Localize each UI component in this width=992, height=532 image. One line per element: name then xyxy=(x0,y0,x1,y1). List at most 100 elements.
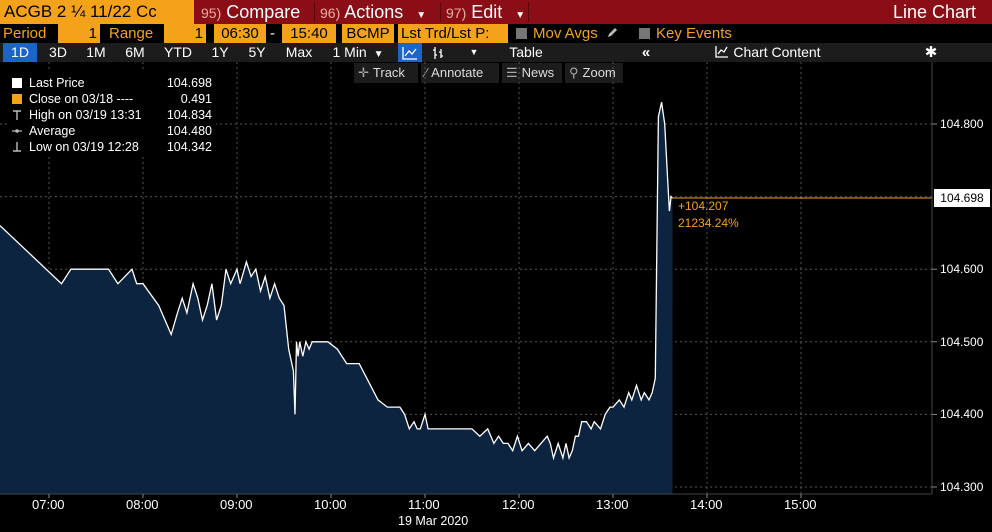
price-area-fill xyxy=(0,102,673,494)
white-square-icon xyxy=(12,78,22,88)
period-button-1d[interactable]: 1D xyxy=(3,43,37,62)
last-price-tag: 104.698 xyxy=(934,189,990,207)
time-separator: - xyxy=(270,25,275,42)
net-change-annotation: +104.207 xyxy=(678,199,729,213)
interval-label: 1 Min xyxy=(332,44,367,60)
period-button-1m[interactable]: 1M xyxy=(86,44,106,60)
legend-row-last-price[interactable]: Last Price 104.698 xyxy=(8,75,216,91)
compare-menu[interactable]: 95) Compare xyxy=(201,0,300,24)
period-label: Period xyxy=(3,25,47,42)
collapse-chevron-icon[interactable]: « xyxy=(641,44,651,61)
news-label: News xyxy=(521,65,555,80)
legend-value: 104.342 xyxy=(166,140,212,154)
table-button[interactable]: Table xyxy=(509,44,543,60)
pencil-icon xyxy=(607,28,617,37)
period-button-1y[interactable]: 1Y xyxy=(211,44,229,60)
checkbox-icon xyxy=(639,28,650,39)
legend-row-low[interactable]: Low on 03/19 12:28 104.342 xyxy=(8,139,216,155)
menu-divider xyxy=(440,2,441,22)
price-line xyxy=(0,102,673,461)
legend-label: High on 03/19 13:31 xyxy=(29,108,142,122)
chevron-down-icon: ▼ xyxy=(373,49,384,60)
menu-divider xyxy=(528,2,529,22)
zoom-tool[interactable]: ⚲ Zoom xyxy=(565,63,623,83)
x-tick-label: 10:00 xyxy=(314,497,347,512)
legend-value: 104.834 xyxy=(166,108,212,122)
bar-chart-type-button[interactable] xyxy=(426,43,450,62)
legend-label: Close on 03/18 ---- xyxy=(29,92,134,106)
x-tick-label: 07:00 xyxy=(32,497,65,512)
track-label: Track xyxy=(372,65,405,80)
period-button-max[interactable]: Max xyxy=(285,44,313,60)
range-field[interactable]: 1 xyxy=(164,24,206,43)
key-events-label: Key Events xyxy=(656,25,732,42)
start-time-field[interactable]: 06:30 xyxy=(214,24,266,43)
x-tick-label: 13:00 xyxy=(596,497,629,512)
legend-label: Low on 03/19 12:28 xyxy=(29,140,139,154)
x-tick-label: 11:00 xyxy=(408,497,440,512)
period-button-5y[interactable]: 5Y xyxy=(248,44,266,60)
actions-menu-number: 96) xyxy=(320,5,341,21)
period-field[interactable]: 1 xyxy=(58,24,100,43)
x-tick-label: 12:00 xyxy=(502,497,535,512)
chart-legend: Last Price 104.698 Close on 03/18 ---- 0… xyxy=(8,72,216,156)
chevron-down-icon: ▼ xyxy=(469,47,479,57)
chevron-down-icon: ▼ xyxy=(515,10,526,21)
mov-avgs-toggle[interactable]: Mov Avgs xyxy=(516,24,618,43)
mov-avgs-label: Mov Avgs xyxy=(533,25,598,42)
function-title: Line Chart xyxy=(892,2,976,22)
average-marker-icon xyxy=(12,129,22,133)
x-tick-label: 15:00 xyxy=(784,497,817,512)
y-tick-label: 104.400 xyxy=(940,407,984,422)
edit-menu-label: Edit xyxy=(471,2,503,22)
news-icon: ☰ xyxy=(506,65,518,80)
zoom-icon: ⚲ xyxy=(569,65,579,80)
period-button-ytd[interactable]: YTD xyxy=(164,44,192,60)
crosshair-icon: ✛ xyxy=(358,65,369,80)
interval-dropdown[interactable]: 1 Min ▼ xyxy=(325,43,391,62)
price-field-selector[interactable]: Lst Trd/Lst P: xyxy=(398,24,508,43)
track-tool[interactable]: ✛ Track xyxy=(354,63,418,83)
legend-row-high[interactable]: High on 03/19 13:31 104.834 xyxy=(8,107,216,123)
y-tick-label: 104.500 xyxy=(940,334,984,349)
compare-menu-number: 95) xyxy=(201,5,222,21)
y-tick-label: 104.300 xyxy=(940,480,984,494)
gear-icon[interactable]: ✱ xyxy=(924,44,938,61)
low-marker-icon xyxy=(13,142,21,152)
legend-value: 104.480 xyxy=(166,124,212,138)
pct-change-annotation: 21234.24% xyxy=(678,216,739,230)
news-tool[interactable]: ☰ News xyxy=(502,63,562,83)
chart-content-icon xyxy=(715,46,729,58)
edit-menu-number: 97) xyxy=(446,5,467,21)
period-toolbar: 1D 3D 1M 6M YTD 1Y 5Y Max 1 Min ▼ ▼ Tabl… xyxy=(0,43,992,62)
menu-divider xyxy=(314,2,315,22)
chart-content-button[interactable]: Chart Content xyxy=(706,43,830,62)
x-tick-label: 08:00 xyxy=(126,497,159,512)
annotate-tool[interactable]: ∕ Annotate xyxy=(421,63,499,83)
chevron-down-icon: ▼ xyxy=(416,10,427,21)
legend-value: 104.698 xyxy=(166,76,212,90)
security-ticker[interactable]: ACGB 2 ¼ 11/22 Cc xyxy=(0,0,194,24)
period-button-3d[interactable]: 3D xyxy=(49,44,67,60)
line-chart-icon xyxy=(402,47,417,60)
checkbox-icon xyxy=(516,28,527,39)
chart-content-label: Chart Content xyxy=(733,44,821,60)
actions-menu-label: Actions xyxy=(344,2,404,22)
legend-row-close[interactable]: Close on 03/18 ---- 0.491 xyxy=(8,91,216,107)
source-field[interactable]: BCMP xyxy=(342,24,394,43)
key-events-toggle[interactable]: Key Events xyxy=(639,24,732,43)
edit-menu[interactable]: 97) Edit ▼ xyxy=(446,0,525,24)
actions-menu[interactable]: 96) Actions ▼ xyxy=(320,0,426,24)
legend-row-average[interactable]: Average 104.480 xyxy=(8,123,216,139)
zoom-label: Zoom xyxy=(582,65,616,80)
chart-type-dropdown[interactable]: ▼ xyxy=(460,43,488,62)
legend-label: Average xyxy=(29,124,76,138)
period-button-6m[interactable]: 6M xyxy=(125,44,145,60)
line-chart-type-button[interactable] xyxy=(398,43,422,62)
y-tick-label: 104.600 xyxy=(940,262,984,277)
x-tick-label: 09:00 xyxy=(220,497,253,512)
chart-date-label: 19 Mar 2020 xyxy=(398,514,469,528)
header-bar: ACGB 2 ¼ 11/22 Cc 95) Compare 96) Action… xyxy=(0,0,992,24)
settings-bar: Period 1 Range 1 06:30 - 15:40 BCMP Lst … xyxy=(0,24,992,43)
end-time-field[interactable]: 15:40 xyxy=(282,24,336,43)
